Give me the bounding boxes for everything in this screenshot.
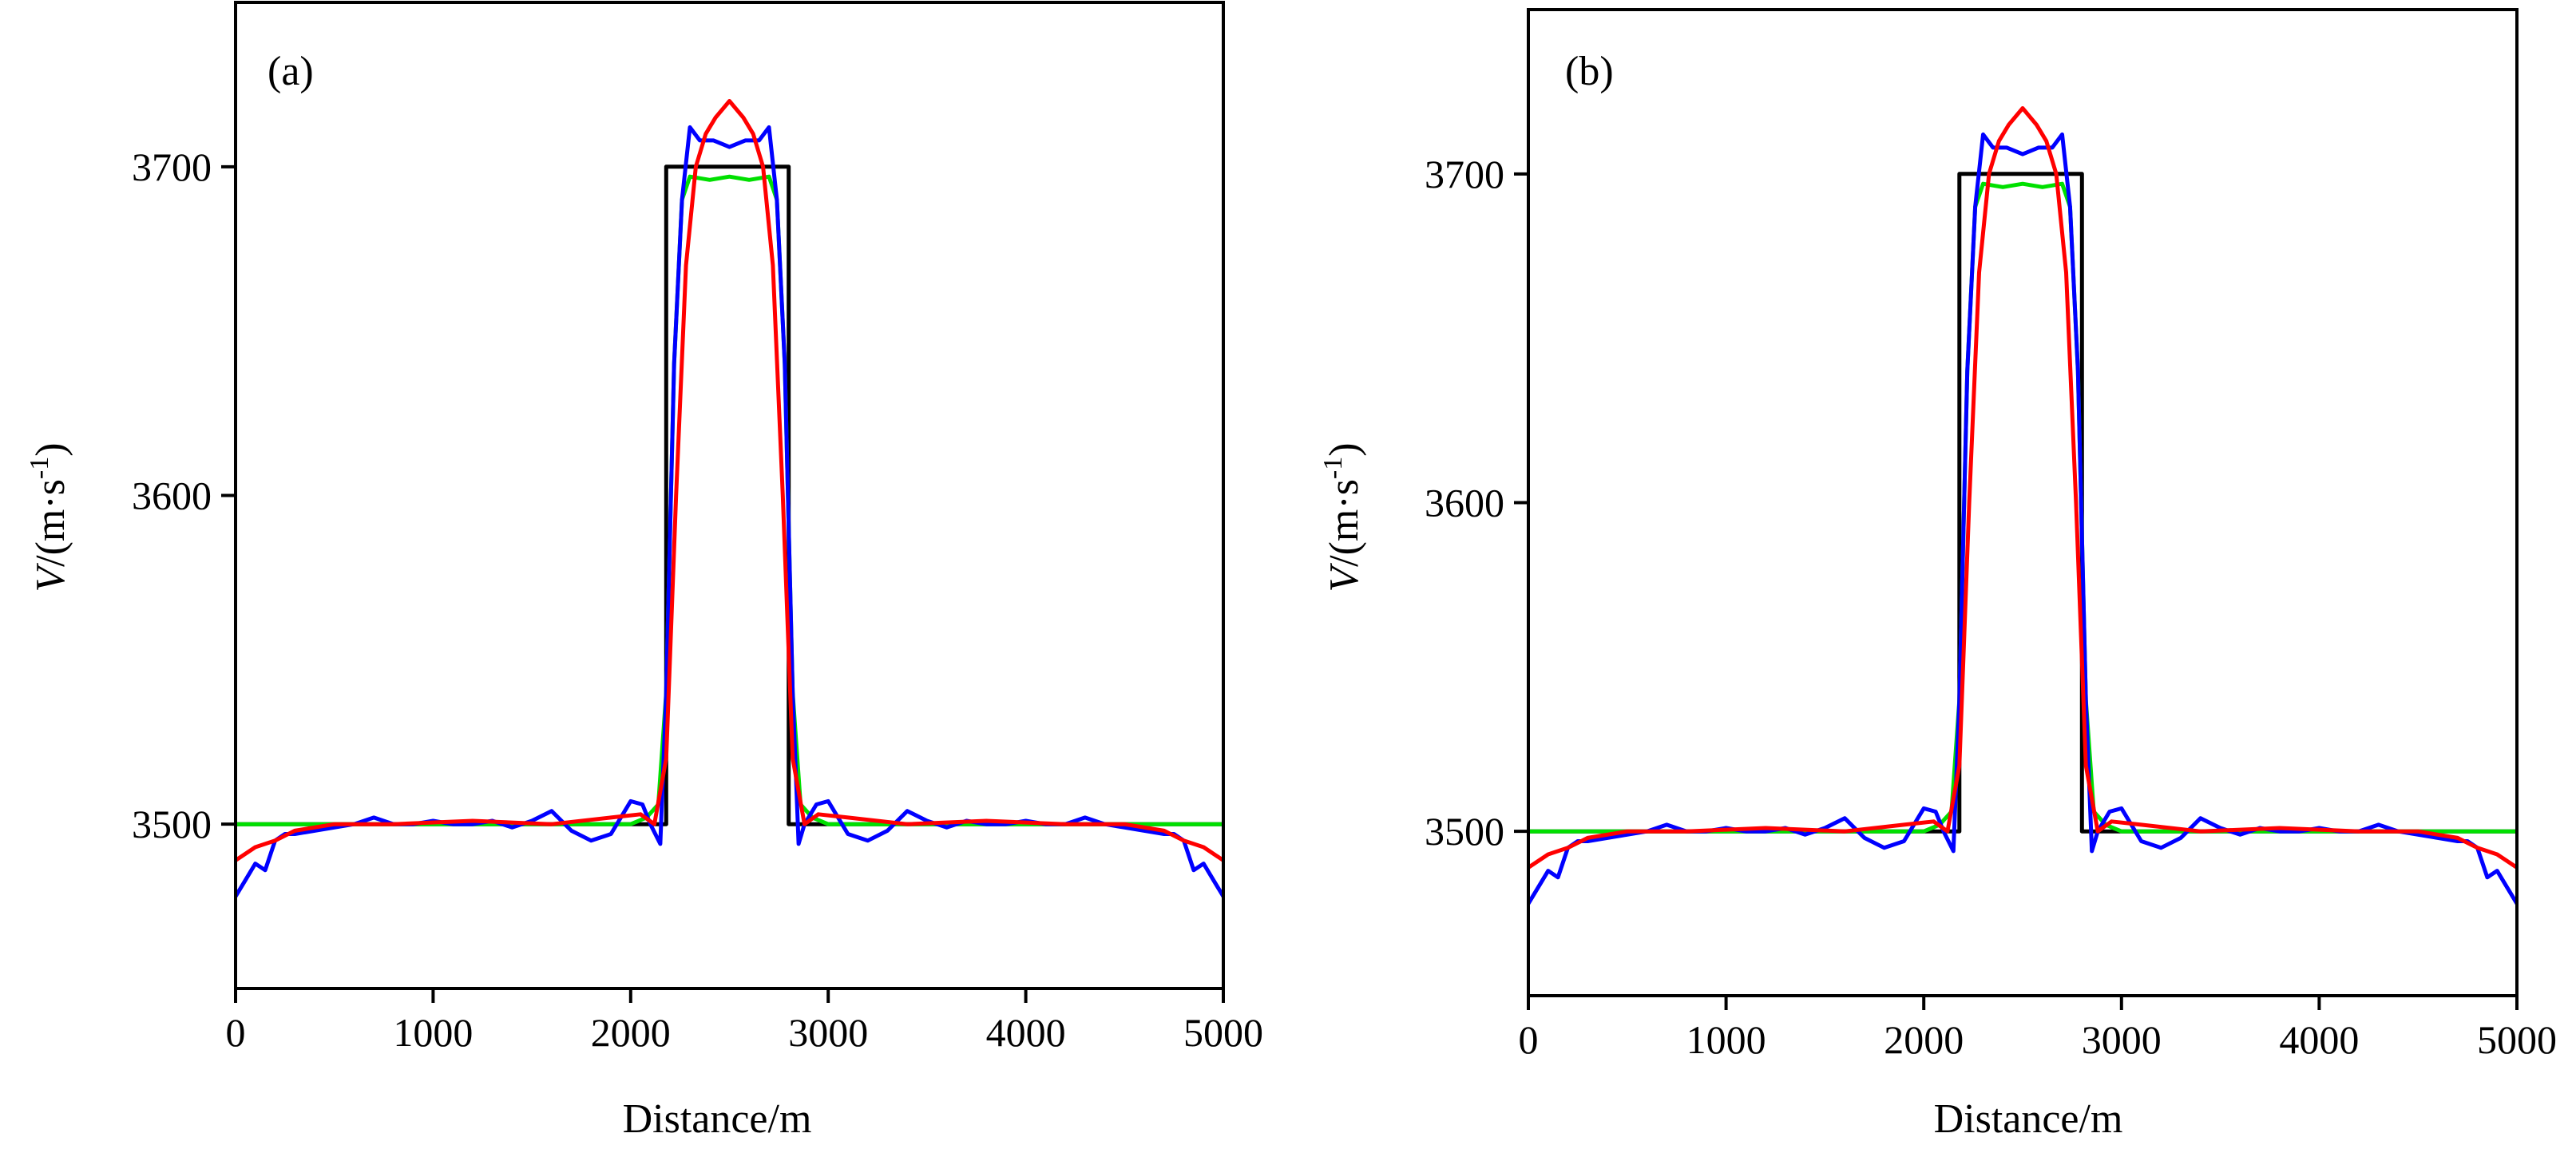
x-tick-label: 3000	[2082, 1017, 2162, 1062]
series-line-green	[1528, 181, 2517, 834]
plot-frame	[1527, 8, 2519, 997]
panel-b: (b) Distance/m V/(m·s-1) 0 1000 2000 3000 40…	[1318, 8, 2557, 1142]
series-line-blue	[1528, 132, 2517, 906]
plot-area	[236, 99, 1223, 899]
plot-area	[1528, 106, 2517, 906]
y-tick-label: 3700	[1425, 152, 1504, 196]
series-line-red	[236, 99, 1223, 862]
series-line-true-model	[1528, 172, 2517, 834]
x-tick-label: 3000	[788, 1010, 868, 1055]
y-axis-label-sup: -1	[25, 457, 54, 479]
x-tick-label: 2000	[591, 1010, 671, 1055]
y-axis-label-close: )	[28, 442, 73, 456]
x-tick-label: 1000	[1686, 1017, 1766, 1062]
panel-a: (a) Distance/m V/(m·s-1) 0 1000 2000 3000 40…	[25, 1, 1263, 1142]
panel-label: (b)	[1565, 49, 1614, 94]
x-tick-label: 0	[1519, 1017, 1539, 1062]
plot-frame	[234, 1, 1225, 990]
x-tick-label: 0	[226, 1010, 246, 1055]
series-line-red	[1528, 106, 2517, 870]
x-axis-label: Distance/m	[1934, 1096, 2123, 1142]
y-axis-label: V/(m·s-1)	[1318, 442, 1367, 592]
y-axis-label-var: V	[1322, 563, 1367, 592]
y-axis-label-sup: -1	[1318, 457, 1348, 479]
y-axis-label-var: V	[28, 563, 73, 592]
x-tick-label: 5000	[2477, 1017, 2557, 1062]
y-axis-label-unit: /(m·s	[1322, 479, 1367, 567]
x-tick-label: 4000	[986, 1010, 1066, 1055]
panel-label: (a)	[268, 49, 314, 94]
series-line-blue	[236, 125, 1223, 899]
x-tick-label: 4000	[2279, 1017, 2359, 1062]
x-axis-label: Distance/m	[623, 1096, 812, 1142]
svg-text:V/(m·s-1): V/(m·s-1)	[25, 442, 73, 592]
y-tick-label: 3600	[132, 473, 212, 518]
y-axis-label-unit: /(m·s	[28, 479, 73, 567]
y-tick-label: 3700	[132, 145, 212, 189]
y-tick-label: 3500	[132, 802, 212, 846]
y-axis-label: V/(m·s-1)	[25, 442, 73, 592]
x-tick-label: 2000	[1884, 1017, 1964, 1062]
svg-text:V/(m·s-1): V/(m·s-1)	[1318, 442, 1367, 592]
y-axis-label-close: )	[1322, 442, 1367, 456]
x-tick-label: 5000	[1183, 1010, 1263, 1055]
series-line-true-model	[236, 164, 1223, 826]
series-line-green	[236, 174, 1223, 826]
x-tick-label: 1000	[393, 1010, 473, 1055]
y-tick-label: 3600	[1425, 481, 1504, 525]
y-tick-label: 3500	[1425, 809, 1504, 854]
